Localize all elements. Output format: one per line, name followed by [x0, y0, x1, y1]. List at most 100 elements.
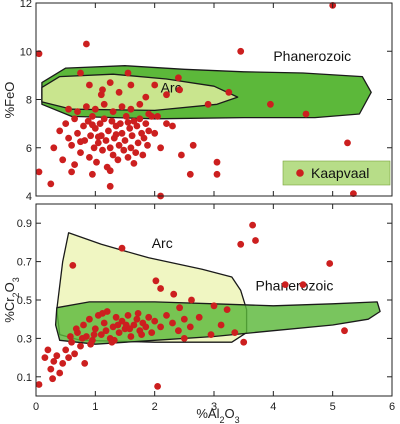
top-data-point [100, 115, 108, 123]
bottom-points [35, 221, 348, 390]
top-data-point [163, 120, 170, 127]
top-data-point [108, 117, 116, 125]
bottom-region-labels: Arc Phanerozoic [152, 235, 334, 293]
top-data-point [176, 86, 184, 94]
top-data-point [86, 154, 93, 161]
top-data-point [109, 108, 117, 115]
bottom-data-point [68, 338, 75, 346]
top-data-point [175, 74, 182, 82]
top-y-axis-label: %FeO [2, 82, 17, 119]
bottom-data-point [90, 331, 98, 338]
bottom-data-point [59, 360, 67, 367]
top-region-labels: Phanerozoic Arc [161, 48, 352, 95]
bottom-data-point [124, 312, 132, 319]
bottom-data-point [148, 329, 156, 336]
bottom-data-point [157, 323, 165, 331]
top-data-point [99, 146, 106, 154]
bottom-data-point [44, 346, 52, 354]
bottom-data-point [169, 319, 176, 327]
top-data-point [136, 100, 144, 108]
top-data-point [35, 50, 43, 58]
top-data-point [86, 81, 93, 89]
bottom-region-label-arc: Arc [152, 235, 173, 251]
bottom-data-point [65, 354, 72, 361]
top-data-point [126, 124, 134, 132]
top-data-point [91, 105, 99, 113]
top-data-point [109, 151, 117, 159]
bottom-panel: Arc Phanerozoic 0.1 0.3 0.5 0.7 0.9 0 1 2 3 4 5 6 [17, 203, 395, 413]
top-data-point [157, 144, 165, 152]
bottom-data-point [180, 315, 188, 323]
bottom-data-point [47, 365, 55, 373]
top-data-point [93, 158, 100, 166]
top-data-point [77, 138, 84, 146]
top-data-point [114, 156, 122, 164]
bottom-data-point [186, 323, 194, 331]
bottom-data-point [142, 323, 150, 331]
bottom-x-tick-label: 0 [33, 401, 39, 413]
top-data-point [102, 137, 110, 144]
bottom-data-point [77, 342, 84, 350]
top-data-point [122, 113, 130, 120]
bottom-data-point [163, 312, 170, 319]
bottom-data-point [207, 331, 215, 338]
top-data-point [83, 40, 90, 48]
bottom-data-point [99, 310, 106, 317]
top-axes: 4 6 8 10 12 [20, 0, 393, 203]
top-data-point [96, 120, 104, 127]
bottom-data-point [102, 327, 110, 335]
top-data-point [140, 134, 148, 142]
top-data-point [71, 161, 78, 169]
top-data-point [71, 115, 78, 123]
top-data-point [50, 144, 58, 152]
top-data-point [144, 141, 151, 149]
top-data-point [105, 127, 112, 135]
bottom-y-tick-label: 0.1 [17, 372, 32, 384]
bottom-axes: 0.1 0.3 0.5 0.7 0.9 0 1 2 3 4 5 6 [17, 203, 395, 413]
top-data-point [267, 100, 274, 108]
top-data-point [56, 127, 64, 135]
legend-label: Kaapvaal [311, 165, 369, 181]
bottom-data-point [240, 338, 248, 346]
bottom-data-point [145, 313, 153, 321]
bottom-data-point [210, 302, 218, 310]
bottom-data-point [152, 277, 160, 285]
top-data-point [115, 88, 123, 96]
top-data-point [106, 182, 114, 190]
legend: Kaapvaal [282, 160, 391, 186]
bottom-y-tick-label: 0.9 [17, 218, 32, 230]
top-data-point [124, 154, 132, 161]
top-data-point [145, 110, 153, 118]
bottom-x-tick-label: 4 [270, 401, 276, 413]
top-data-point [118, 129, 126, 137]
top-data-point [350, 190, 357, 198]
top-data-point [189, 141, 197, 149]
bottom-data-point [180, 335, 188, 342]
bottom-data-point [151, 317, 159, 325]
top-data-point [344, 139, 351, 147]
top-data-point [133, 122, 141, 130]
top-data-point [68, 168, 75, 176]
bottom-data-point [114, 321, 122, 329]
bottom-data-point [62, 346, 70, 354]
bottom-data-point [86, 315, 93, 323]
bottom-data-point [115, 329, 123, 336]
bottom-data-point [41, 354, 49, 361]
top-data-point [59, 156, 67, 164]
bottom-data-point [112, 313, 120, 321]
top-data-point [77, 69, 84, 77]
bottom-data-point [281, 281, 289, 288]
top-data-point [127, 144, 135, 152]
bottom-data-point [237, 240, 245, 248]
top-panel: Phanerozoic Arc Kaapvaal 4 6 8 10 12 [20, 0, 393, 203]
top-data-point [163, 91, 170, 99]
bottom-data-point [80, 321, 87, 329]
top-data-point [68, 141, 75, 149]
bottom-x-tick-label: 2 [152, 401, 158, 413]
bottom-data-point [56, 369, 64, 377]
top-data-point [106, 79, 114, 86]
top-data-point [87, 132, 94, 140]
top-data-point [142, 93, 150, 101]
top-data-point [213, 170, 221, 178]
